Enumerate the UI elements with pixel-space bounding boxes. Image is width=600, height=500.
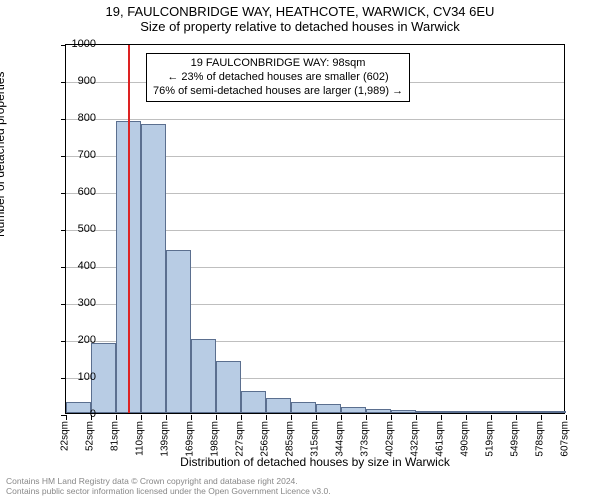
xtick-label: 519sqm [485,421,496,457]
ytick-label: 900 [56,75,96,87]
xtick-label: 373sqm [360,421,371,457]
histogram-bar [266,398,291,413]
xtick-label: 139sqm [160,421,171,457]
xtick-label: 344sqm [335,421,346,457]
ytick-label: 300 [56,297,96,309]
ytick-label: 0 [56,408,96,420]
xtick-mark [441,415,442,420]
xtick-mark [241,415,242,420]
xtick-mark [416,415,417,420]
histogram-bar [541,411,566,413]
reference-line [128,45,130,413]
ytick-label: 100 [56,371,96,383]
histogram-bar [491,411,516,413]
histogram-bar [516,411,541,413]
xtick-label: 285sqm [285,421,296,457]
histogram-bar [366,409,391,413]
xtick-mark [466,415,467,420]
xtick-mark [191,415,192,420]
xtick-mark [141,415,142,420]
footer-line1: Contains HM Land Registry data © Crown c… [6,476,331,487]
xtick-label: 81sqm [110,421,121,451]
xtick-label: 607sqm [560,421,571,457]
ytick-label: 700 [56,149,96,161]
x-axis-label: Distribution of detached houses by size … [65,455,565,469]
xtick-label: 256sqm [260,421,271,457]
annotation-line: 76% of semi-detached houses are larger (… [153,85,403,99]
histogram-bar [441,411,466,413]
histogram-bar [316,404,341,413]
histogram-bar [391,410,416,413]
ytick-label: 1000 [56,38,96,50]
y-axis-label: Number of detached properties [0,197,7,237]
histogram-bar [341,407,366,413]
xtick-mark [566,415,567,420]
annotation-box: 19 FAULCONBRIDGE WAY: 98sqm← 23% of deta… [146,53,410,102]
histogram-bar [291,402,316,413]
annotation-line: 19 FAULCONBRIDGE WAY: 98sqm [153,57,403,71]
footer-line2: Contains public sector information licen… [6,486,331,497]
histogram-bar [166,250,191,413]
xtick-label: 169sqm [185,421,196,457]
annotation-line: ← 23% of detached houses are smaller (60… [153,71,403,85]
xtick-label: 227sqm [235,421,246,457]
plot-region: 19 FAULCONBRIDGE WAY: 98sqm← 23% of deta… [65,44,565,414]
xtick-mark [116,415,117,420]
ytick-label: 500 [56,223,96,235]
xtick-label: 315sqm [310,421,321,457]
xtick-mark [516,415,517,420]
histogram-bar [191,339,216,413]
xtick-mark [341,415,342,420]
xtick-label: 461sqm [435,421,446,457]
xtick-label: 549sqm [510,421,521,457]
xtick-mark [541,415,542,420]
xtick-label: 52sqm [85,421,96,451]
xtick-mark [266,415,267,420]
xtick-mark [391,415,392,420]
histogram-bar [241,391,266,413]
xtick-label: 198sqm [210,421,221,457]
xtick-mark [291,415,292,420]
ytick-label: 800 [56,112,96,124]
xtick-mark [366,415,367,420]
xtick-mark [491,415,492,420]
xtick-label: 110sqm [135,421,146,456]
ytick-label: 400 [56,260,96,272]
xtick-label: 432sqm [410,421,421,457]
xtick-mark [166,415,167,420]
histogram-bar [416,411,441,413]
xtick-label: 490sqm [460,421,471,457]
xtick-label: 578sqm [535,421,546,457]
ytick-label: 200 [56,334,96,346]
xtick-mark [316,415,317,420]
ytick-label: 600 [56,186,96,198]
chart-title-block: 19, FAULCONBRIDGE WAY, HEATHCOTE, WARWIC… [0,0,600,34]
xtick-label: 402sqm [385,421,396,457]
histogram-bar [466,411,491,413]
chart-area: 19 FAULCONBRIDGE WAY: 98sqm← 23% of deta… [65,44,565,414]
xtick-mark [216,415,217,420]
histogram-bar [141,124,166,413]
title-address: 19, FAULCONBRIDGE WAY, HEATHCOTE, WARWIC… [0,4,600,19]
footer-attribution: Contains HM Land Registry data © Crown c… [6,476,331,497]
xtick-label: 22sqm [60,421,71,451]
histogram-bar [216,361,241,413]
title-subtitle: Size of property relative to detached ho… [0,19,600,34]
